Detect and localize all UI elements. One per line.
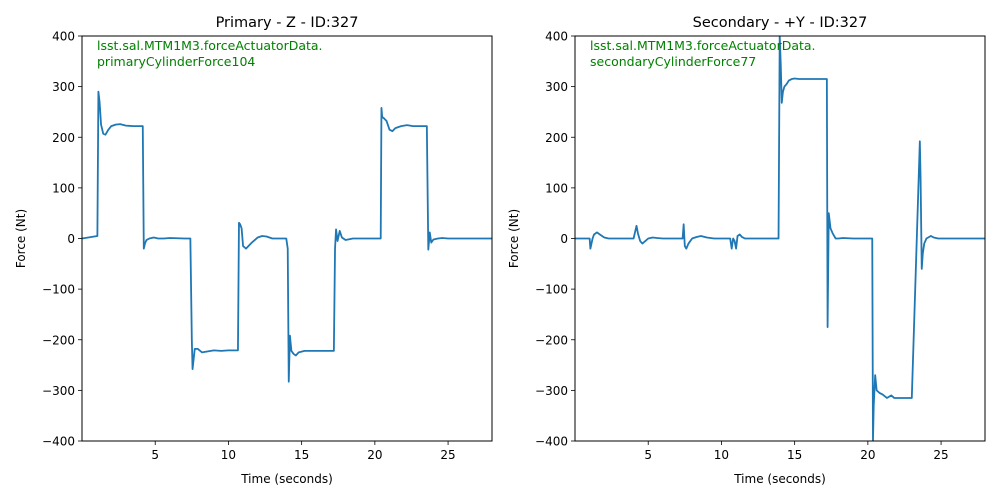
x-tick-label: 20 xyxy=(860,448,875,462)
x-axis-label: Time (seconds) xyxy=(240,472,333,486)
chart-title: Primary - Z - ID:327 xyxy=(216,15,359,31)
x-tick-label: 5 xyxy=(151,448,159,462)
x-tick-label: 25 xyxy=(933,448,948,462)
y-tick-label: −400 xyxy=(535,435,568,449)
annotation-text: lsst.sal.MTM1M3.forceActuatorData. xyxy=(590,38,816,53)
x-tick-label: 20 xyxy=(367,448,382,462)
x-tick-label: 15 xyxy=(294,448,309,462)
x-axis-label: Time (seconds) xyxy=(733,472,826,486)
y-tick-label: 0 xyxy=(67,232,75,246)
y-tick-label: 100 xyxy=(52,181,75,195)
y-tick-label: −100 xyxy=(535,283,568,297)
annotation-text: lsst.sal.MTM1M3.forceActuatorData. xyxy=(97,38,323,53)
chart-panel-primary: 5 10 15 20 25 −400 −300 −200 −100 0 100 200 300 400 Pr… xyxy=(14,15,493,486)
y-tick-label: −100 xyxy=(42,283,75,297)
x-tick-label: 25 xyxy=(440,448,455,462)
y-tick-label: 100 xyxy=(545,181,568,195)
y-tick-label: −300 xyxy=(535,384,568,398)
y-tick-label: −200 xyxy=(42,333,75,347)
y-axis-label: Force (Nt) xyxy=(507,209,521,268)
x-tick-label: 5 xyxy=(644,448,652,462)
y-axis-label: Force (Nt) xyxy=(14,209,28,268)
y-tick-label: 200 xyxy=(52,131,75,145)
y-tick-label: 400 xyxy=(52,30,75,44)
chart-title: Secondary - +Y - ID:327 xyxy=(693,15,868,31)
y-tick-label: −400 xyxy=(42,435,75,449)
x-tick-label: 15 xyxy=(787,448,802,462)
annotation-text: secondaryCylinderForce77 xyxy=(590,54,756,69)
y-tick-label: 0 xyxy=(560,232,568,246)
annotation-text: primaryCylinderForce104 xyxy=(97,54,255,69)
y-tick-label: 400 xyxy=(545,30,568,44)
y-tick-label: 200 xyxy=(545,131,568,145)
y-tick-label: −200 xyxy=(535,333,568,347)
y-tick-label: 300 xyxy=(545,80,568,94)
y-tick-label: 300 xyxy=(52,80,75,94)
series-line xyxy=(575,36,985,441)
x-tick-label: 10 xyxy=(221,448,236,462)
series-line xyxy=(82,90,492,383)
x-tick-label: 10 xyxy=(714,448,729,462)
chart-panel-secondary: 5 10 15 20 25 −400 −300 −200 −100 0 100 200 300 400 Se… xyxy=(507,15,986,486)
y-tick-label: −300 xyxy=(42,384,75,398)
